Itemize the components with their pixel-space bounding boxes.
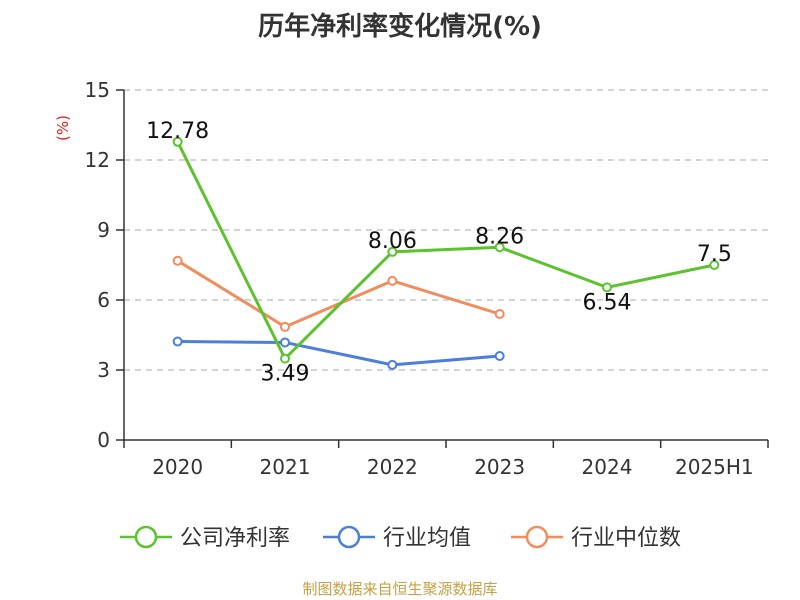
- x-tick-label: 2025H1: [675, 455, 754, 479]
- legend-label: 行业中位数: [571, 526, 681, 551]
- legend-marker: [134, 525, 158, 549]
- series-line: [176, 259, 501, 329]
- y-tick-label: 12: [85, 148, 110, 172]
- x-tick-label: 2022: [367, 455, 418, 479]
- data-point: [494, 242, 505, 253]
- data-point: [602, 282, 612, 293]
- legend-label: 行业均值: [383, 526, 471, 551]
- data-point: [709, 260, 720, 270]
- data-label: 7.5: [697, 242, 732, 267]
- source-note: 制图数据来自恒生聚源数据库: [302, 580, 498, 598]
- series-line: [176, 141, 715, 361]
- x-tick-label: 2023: [474, 455, 525, 479]
- data-label: 12.78: [146, 119, 209, 144]
- x-tick-label: 2021: [260, 455, 311, 479]
- legend-marker: [337, 525, 361, 549]
- data-point: [172, 136, 183, 147]
- y-tick-label: 6: [97, 288, 110, 312]
- data-point: [387, 275, 398, 286]
- data-label: 6.54: [583, 290, 632, 315]
- data-point: [494, 351, 505, 361]
- data-label: 8.26: [475, 224, 524, 249]
- x-tick-label: 2024: [582, 455, 633, 479]
- data-point: [494, 309, 505, 319]
- legend: 公司净利率 行业均值 行业中位数: [120, 525, 681, 551]
- x-tick-label: 2020: [152, 455, 203, 479]
- data-label: 8.06: [368, 229, 417, 254]
- series-line: [177, 340, 500, 367]
- data-point: [172, 336, 183, 347]
- y-tick-label: 15: [85, 78, 110, 102]
- axes: 0 3 6 9 12 15 (%) 2020 2021 2022 2023 2024 2025H1: [54, 78, 769, 479]
- data-labels: 12.78 3.49 8.06 8.26 6.54 7.5: [146, 119, 732, 387]
- y-axis-unit: (%): [54, 115, 72, 141]
- grid-lines: [124, 89, 768, 371]
- legend-marker: [525, 525, 549, 549]
- data-label: 3.49: [261, 362, 310, 387]
- series-lines: [172, 136, 720, 370]
- data-point: [280, 337, 290, 348]
- data-point: [387, 359, 398, 370]
- data-point: [172, 255, 183, 266]
- chart-title: 历年净利率变化情况(%): [258, 12, 542, 42]
- data-point: [280, 353, 290, 364]
- y-tick-label: 3: [97, 358, 110, 382]
- data-point: [387, 246, 398, 257]
- data-point: [280, 321, 290, 332]
- y-tick-label: 0: [97, 428, 110, 452]
- legend-label: 公司净利率: [180, 526, 290, 551]
- y-tick-label: 9: [97, 218, 110, 242]
